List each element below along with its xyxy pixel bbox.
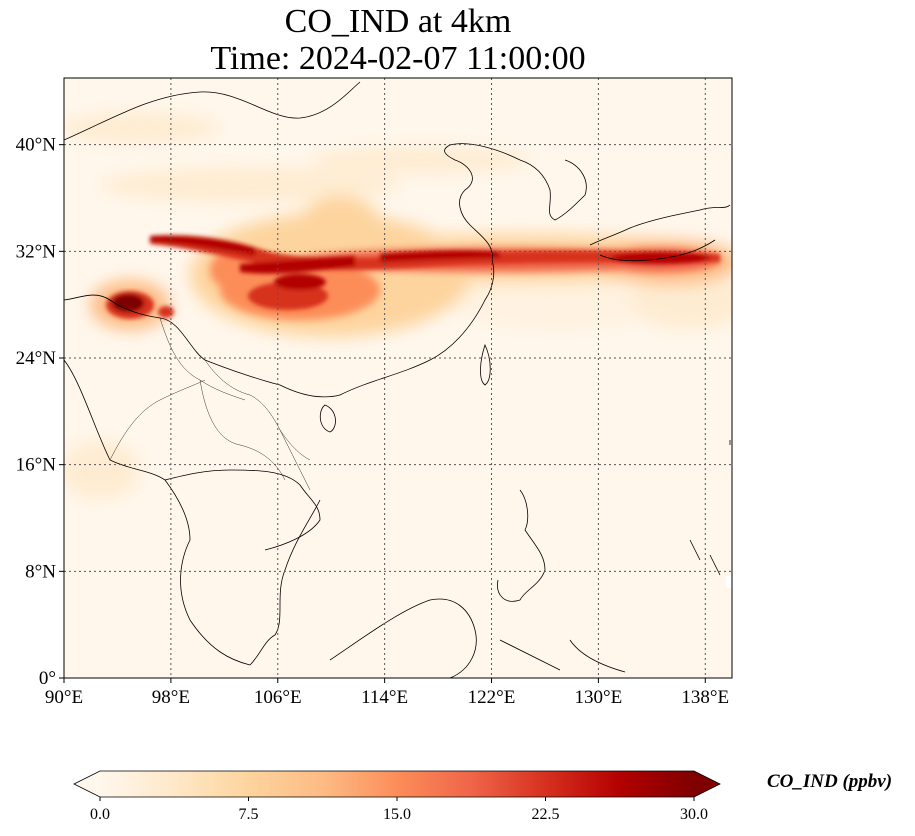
lon-tick-label: 98°E [152, 687, 190, 708]
colorbar-max-extension [694, 771, 720, 797]
colorbar-label: CO_IND (ppbv) [767, 771, 892, 792]
gridlines [64, 78, 732, 678]
country-borders [109, 317, 311, 491]
colorbar-tick-label: 7.5 [239, 806, 259, 823]
concentration-field [64, 112, 732, 500]
no-data-patch [726, 576, 732, 588]
lat-tick-label: 0° [39, 668, 56, 689]
lon-tick-label: 138°E [681, 687, 729, 708]
lon-tick-label: 122°E [468, 687, 516, 708]
lat-tick-label: 16°N [16, 455, 57, 476]
colorbar-tick-label: 22.5 [532, 806, 560, 823]
coastlines [64, 81, 731, 678]
lon-tick-label: 114°E [361, 687, 408, 708]
colorbar-tick-label: 30.0 [680, 806, 708, 823]
colorbar-gradient [100, 771, 694, 797]
colorbar: 0.0 7.5 15.0 22.5 30.0 CO_IND (ppbv) [73, 770, 892, 823]
map-area [64, 78, 732, 678]
lat-tick-label: 32°N [16, 241, 57, 262]
map-frame [63, 77, 733, 679]
colorbar-tick-label: 15.0 [383, 806, 411, 823]
lon-tick-label: 130°E [575, 687, 623, 708]
colorbar-min-extension [74, 771, 100, 797]
map-title: CO_IND at 4km [284, 3, 512, 40]
lat-tick-label: 40°N [16, 135, 57, 156]
lon-tick-label: 106°E [254, 687, 302, 708]
map-time-subtitle: Time: 2024-02-07 11:00:00 [210, 40, 586, 77]
lat-tick-label: 24°N [16, 348, 57, 369]
colorbar-ticks: 0.0 7.5 15.0 22.5 30.0 [90, 797, 708, 823]
lat-tick-label: 8°N [25, 561, 56, 582]
latitude-axis: 0° 8°N 16°N 24°N 32°N 40°N [16, 135, 64, 689]
longitude-axis: 90°E 98°E 106°E 114°E 122°E 130°E 138°E [45, 678, 729, 708]
colorbar-tick-label: 0.0 [90, 806, 110, 823]
lon-tick-label: 90°E [45, 687, 83, 708]
